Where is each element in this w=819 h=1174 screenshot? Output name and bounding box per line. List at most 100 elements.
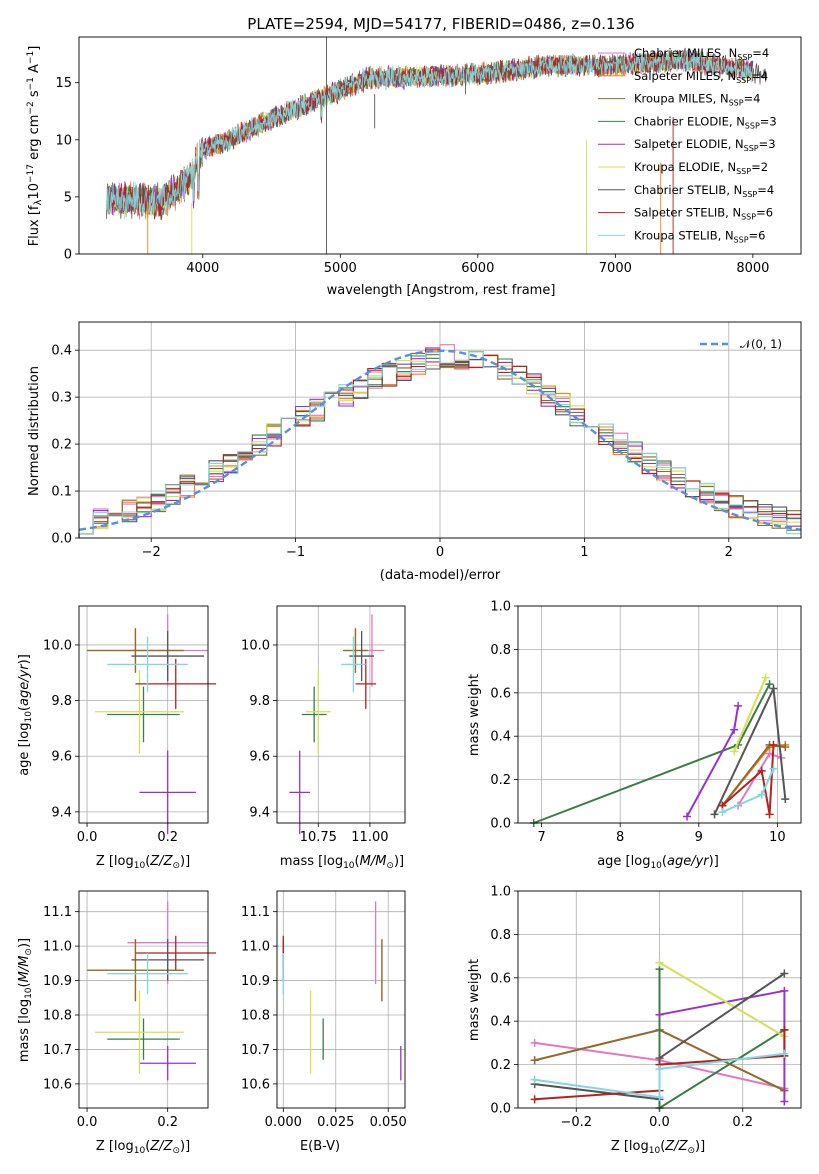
age-mass-xlabel: mass [log10(M/M⊙)] bbox=[280, 854, 404, 871]
hist-ylabel: Normed distribution bbox=[27, 366, 42, 496]
hist-xlabel: (data-model)/error bbox=[380, 568, 501, 583]
age_mass-ytick-label: 9.8 bbox=[249, 694, 270, 709]
weight_z-marker-kroupa-stelib bbox=[655, 1093, 664, 1102]
weight_z-ytick-label: 0.2 bbox=[490, 1058, 511, 1073]
spectrum-legend-entry: Salpeter ELODIE, NSSP=3 bbox=[634, 137, 776, 153]
hist-normal-curve bbox=[78, 349, 802, 531]
spectrum-line-kroupa-stelib bbox=[106, 49, 754, 216]
mass_z-xtick-label: 0.0 bbox=[77, 1115, 98, 1130]
weight_age-ytick-label: 0.0 bbox=[490, 817, 511, 832]
mass-weight-vs-age-panel: age [log10(age/yr)] mass weight 7 8 9 10 0.0… bbox=[467, 600, 802, 871]
weight_age-marker-salpeter-stelib bbox=[765, 810, 774, 819]
spectrum-ytick-label: 5 bbox=[64, 190, 72, 205]
age_mass-ytick-label: 9.4 bbox=[249, 805, 270, 820]
mass_ebv-frame bbox=[276, 890, 406, 1109]
weight_z-marker-chabrier-stelib bbox=[780, 969, 789, 978]
weight_age-marker-chabrier-stelib bbox=[710, 810, 719, 819]
spectrum-ytick-label: 15 bbox=[55, 76, 72, 91]
age-vs-metallicity-panel: Z [log10(Z/Z⊙)] age [log10(age/yr)] 0.0 0… bbox=[17, 605, 217, 871]
mass_ebv-xtick-label: 0.050 bbox=[370, 1115, 407, 1130]
weight_z-marker-salpeter-elodie bbox=[780, 986, 789, 995]
weight_age-xtick-label: 7 bbox=[537, 830, 545, 845]
spectrum-legend-entry: Kroupa MILES, NSSP=4 bbox=[634, 92, 761, 108]
mass_z-ytick-label: 10.9 bbox=[43, 974, 72, 989]
hist-xtick-label: 0 bbox=[436, 545, 444, 560]
spectrum-ytick-label: 0 bbox=[64, 248, 72, 263]
weight_z-marker-chabrier-miles bbox=[530, 1038, 539, 1047]
age-vs-mass-panel: mass [log10(M/M⊙)] 10.75 11.00 9.4 9.6 9.8 10… bbox=[241, 605, 406, 871]
weight_age-marker-kroupa-stelib bbox=[769, 764, 778, 773]
weight_age-ytick-label: 0.6 bbox=[490, 686, 511, 701]
spectrum-panel: wavelength [Angstrom, rest frame] Flux [… bbox=[26, 36, 802, 298]
weight_z-marker-salpeter-stelib bbox=[530, 1095, 539, 1104]
mass-vs-ebv-panel: E(B-V) 0.000 0.025 0.050 10.6 10.7 10.8 10.9 11… bbox=[241, 890, 407, 1154]
spectrum-legend-entry: Chabrier ELODIE, NSSP=3 bbox=[634, 114, 777, 130]
weight_age-marker-salpeter-elodie bbox=[683, 812, 692, 821]
weight-age-xlabel: age [log10(age/yr)] bbox=[597, 854, 719, 871]
mass-weight-vs-metallicity-panel: Z [log10(Z/Z⊙)] mass weight −0.2 0.0 0.2 0.… bbox=[467, 885, 802, 1156]
spectrum-frame bbox=[78, 36, 802, 255]
weight_age-frame bbox=[517, 605, 802, 824]
weight_z-ytick-label: 0.6 bbox=[490, 971, 511, 986]
spectrum-legend-entry: Chabrier STELIB, NSSP=4 bbox=[634, 183, 774, 199]
mass_z-xtick-label: 0.2 bbox=[157, 1115, 178, 1130]
weight_age-xtick-label: 10 bbox=[769, 830, 786, 845]
weight_age-ytick-label: 0.4 bbox=[490, 730, 511, 745]
weight-z-xlabel: Z [log10(Z/Z⊙)] bbox=[611, 1139, 705, 1156]
age_z-ytick-label: 9.4 bbox=[51, 805, 72, 820]
weight_age-line-salpeter-stelib bbox=[721, 744, 775, 815]
weight_age-marker-kroupa-stelib bbox=[718, 808, 727, 817]
mass_z-frame bbox=[78, 890, 209, 1109]
mass_ebv-ytick-label: 11.1 bbox=[241, 905, 270, 920]
weight_z-marker-salpeter-stelib bbox=[780, 1025, 789, 1034]
mass_ebv-xtick-label: 0.000 bbox=[265, 1115, 302, 1130]
weight_z-marker-salpeter-elodie bbox=[780, 1097, 789, 1106]
mass-z-xlabel: Z [log10(Z/Z⊙)] bbox=[96, 1139, 190, 1156]
weight_age-marker-kroupa-elodie bbox=[730, 747, 739, 756]
weight_age-marker-salpeter-elodie bbox=[730, 725, 739, 734]
spectrum-xtick-label: 8000 bbox=[736, 261, 769, 276]
spectrum-legend-entry: Chabrier MILES, NSSP=4 bbox=[634, 46, 769, 62]
age_z-xtick-label: 0.0 bbox=[77, 830, 98, 845]
weight_z-xtick-label: −0.2 bbox=[560, 1115, 592, 1130]
weight_z-marker-salpeter-elodie bbox=[655, 1010, 664, 1019]
hist-frame bbox=[78, 321, 802, 539]
spectrum-legend-entry: Kroupa STELIB, NSSP=6 bbox=[634, 228, 765, 244]
hist-ytick-label: 0.1 bbox=[51, 485, 72, 500]
mass-vs-metallicity-panel: Z [log10(Z/Z⊙)] mass [log10(M/M⊙)] 0.0 0.… bbox=[17, 890, 217, 1156]
mass_ebv-ytick-label: 10.9 bbox=[241, 974, 270, 989]
mass-z-ylabel: mass [log10(M/M⊙)] bbox=[17, 938, 34, 1062]
weight_age-marker-salpeter-elodie bbox=[734, 701, 743, 710]
mass_z-ytick-label: 10.7 bbox=[43, 1043, 72, 1058]
hist-xtick-label: 1 bbox=[580, 545, 588, 560]
age_mass-xtick-label: 10.75 bbox=[300, 830, 337, 845]
weight_age-ytick-label: 0.2 bbox=[490, 773, 511, 788]
weight_age-marker-kroupa-stelib bbox=[757, 790, 766, 799]
mass_z-ytick-label: 10.6 bbox=[43, 1077, 72, 1092]
spectrum-xtick-label: 6000 bbox=[461, 261, 494, 276]
mass-ebv-xlabel: E(B-V) bbox=[300, 1139, 340, 1154]
weight_age-xtick-label: 8 bbox=[616, 830, 624, 845]
hist-step-kroupa-stelib bbox=[78, 351, 801, 538]
age_mass-xtick-label: 11.00 bbox=[351, 830, 388, 845]
spectrum-legend-entry: Salpeter STELIB, NSSP=6 bbox=[634, 206, 773, 222]
mass_z-ytick-label: 11.1 bbox=[43, 905, 72, 920]
age_z-xtick-label: 0.2 bbox=[157, 830, 178, 845]
weight_age-line-kroupa-elodie bbox=[733, 677, 767, 752]
hist-ytick-label: 0.2 bbox=[51, 438, 72, 453]
hist-xtick-label: 2 bbox=[725, 545, 733, 560]
weight_age-line-chabrier-stelib bbox=[713, 684, 787, 815]
mass_ebv-ytick-label: 10.8 bbox=[241, 1009, 270, 1024]
mass_ebv-ytick-label: 11.0 bbox=[241, 940, 270, 955]
age_mass-ytick-label: 10.0 bbox=[241, 638, 270, 653]
spectrum-ylabel: Flux [fλ10−17 erg cm−2 s−1 A−1] bbox=[26, 46, 44, 247]
spectrum-xtick-label: 5000 bbox=[324, 261, 357, 276]
age_mass-ytick-label: 9.6 bbox=[249, 750, 270, 765]
spectrum-xtick-label: 4000 bbox=[186, 261, 219, 276]
hist-legend-label: 𝒩(0, 1) bbox=[740, 337, 782, 351]
mass_z-ytick-label: 11.0 bbox=[43, 940, 72, 955]
weight_z-frame bbox=[517, 890, 802, 1109]
weight_z-marker-kroupa-stelib bbox=[655, 1064, 664, 1073]
weight-age-ylabel: mass weight bbox=[467, 674, 482, 756]
